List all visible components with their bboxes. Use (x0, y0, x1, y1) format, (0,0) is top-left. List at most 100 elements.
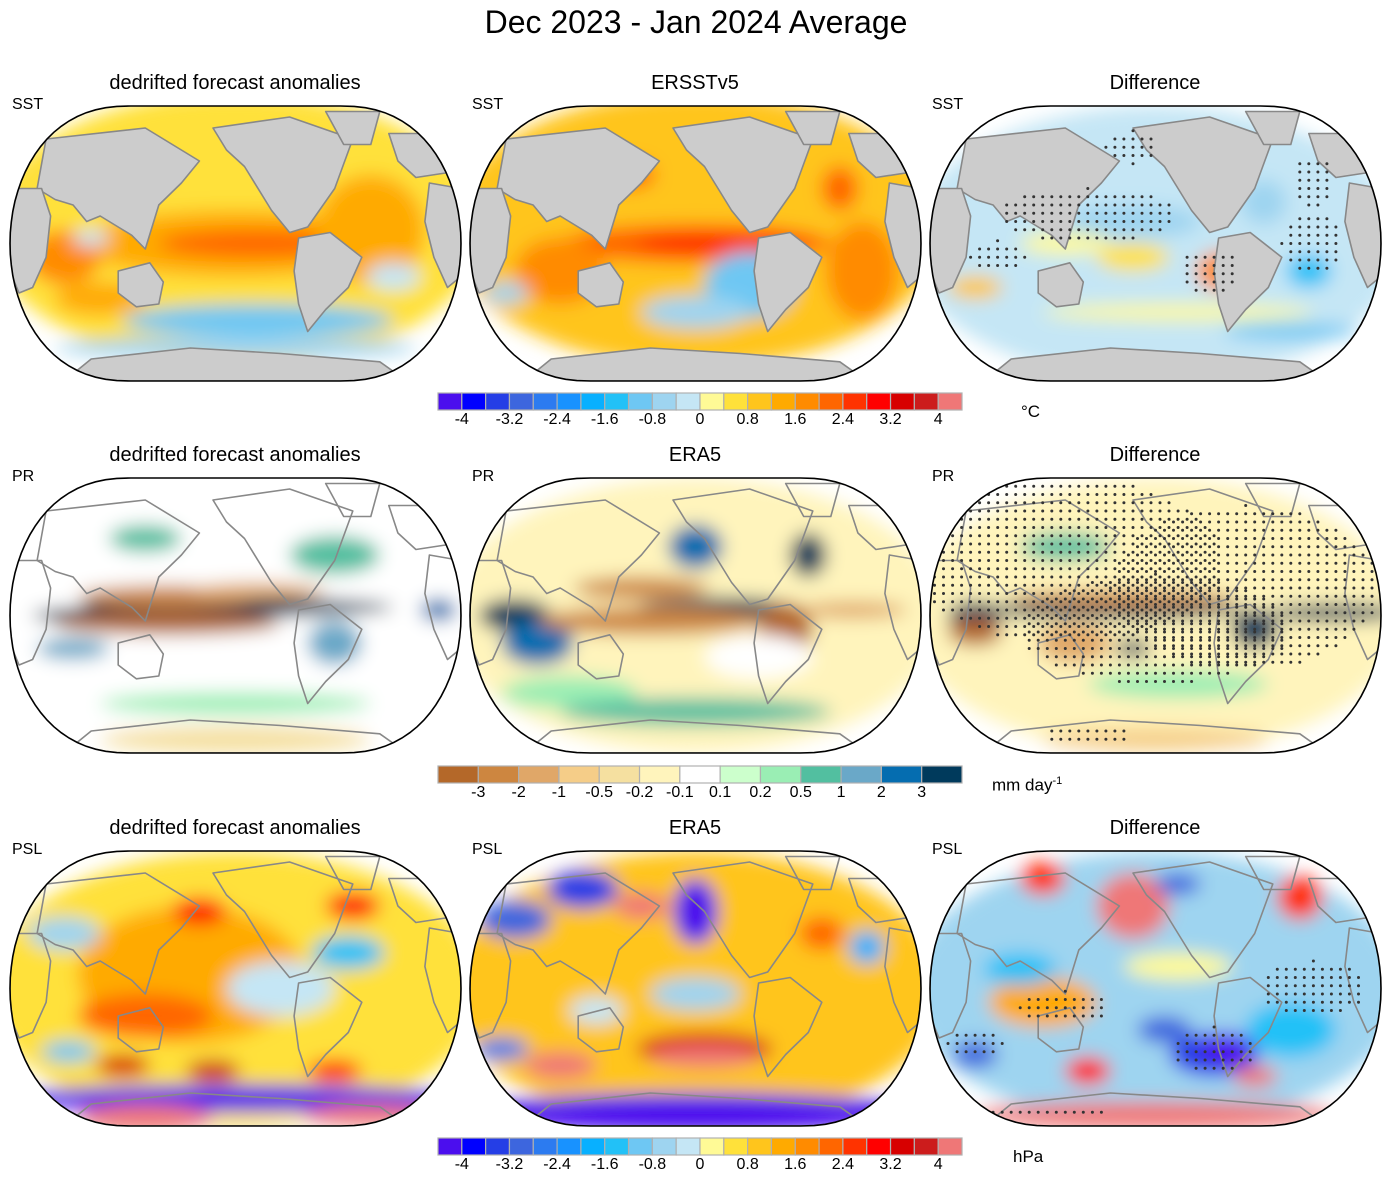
stipple-dot (1208, 603, 1212, 606)
stipple-dot (1253, 627, 1257, 631)
stipple-dot (1266, 976, 1270, 979)
stipple-dot (1208, 581, 1212, 584)
stipple-dot (1203, 280, 1207, 284)
stipple-dot (1045, 638, 1049, 642)
stipple-dot (1194, 1033, 1198, 1037)
stipple-dot (1298, 528, 1302, 532)
stipple-dot (1077, 608, 1081, 612)
anomaly-region (984, 952, 1057, 986)
stipple-dot (1005, 220, 1009, 223)
stipple-dot (1325, 537, 1329, 540)
stipple-dot (1190, 578, 1194, 582)
stipple-dot (1005, 583, 1009, 587)
stipple-dot (1235, 597, 1239, 601)
stipple-dot (1253, 594, 1257, 598)
stipple-dot (1113, 608, 1117, 612)
stipple-dot (1298, 561, 1302, 565)
stipple-dot (1208, 644, 1212, 648)
stipple-dot (1167, 616, 1171, 620)
stipple-dot (1032, 616, 1036, 620)
stipple-dot (1190, 663, 1194, 667)
stipple-dot (1190, 512, 1194, 516)
stipple-dot (1063, 655, 1067, 659)
stipple-dot (1244, 603, 1248, 606)
stipple-dot (1226, 644, 1230, 648)
stipple-dot (1104, 534, 1108, 538)
continent-outline (293, 603, 363, 705)
stipple-dot (1176, 526, 1180, 529)
stipple-dot (1253, 597, 1257, 601)
stipple-dot (1131, 600, 1135, 604)
stipple-dot (1280, 622, 1284, 626)
stipple-dot (1086, 550, 1090, 554)
anomaly-region (420, 599, 457, 621)
stipple-dot (1041, 534, 1045, 538)
stipple-dot (1032, 542, 1036, 546)
stipple-dot (1095, 203, 1099, 207)
stipple-dot (1059, 195, 1063, 199)
stipple-dot (1316, 561, 1320, 565)
colorbar-tick-label: -4 (454, 1156, 469, 1173)
stipple-dot (1194, 1058, 1198, 1062)
stipple-dot (1316, 603, 1320, 606)
stipple-dot (1208, 545, 1212, 549)
map-border (469, 477, 922, 754)
anomaly-region (1087, 670, 1269, 698)
stipple-dot (1325, 644, 1329, 648)
stipple-dot (1081, 1110, 1085, 1114)
stipple-dot (1158, 550, 1162, 554)
stipple-dot (1181, 611, 1185, 615)
stipple-dot (1230, 1033, 1234, 1037)
stipple-dot (1095, 633, 1099, 637)
stipple-dot (1357, 976, 1360, 979)
stipple-dot (1099, 581, 1103, 584)
stipple-dot (1280, 611, 1284, 615)
stipple-dot (1158, 592, 1162, 595)
stipple-dot (1338, 1009, 1342, 1012)
stipple-dot (1113, 625, 1117, 628)
colorbar-tick-label: -0.2 (625, 784, 654, 801)
stipple-dot (1122, 600, 1126, 604)
stipple-dot (1113, 137, 1117, 141)
stipple-dot (1041, 542, 1045, 546)
stipple-dot (1352, 594, 1356, 598)
stipple-dot (1226, 671, 1230, 675)
stipple-dot (1190, 594, 1194, 598)
stipple-dot (1253, 663, 1257, 667)
stipple-dot (1095, 542, 1099, 546)
stipple-dot (1203, 1042, 1207, 1045)
stipple-dot (1045, 998, 1049, 1001)
stipple-dot (1221, 272, 1225, 276)
continent-outline (983, 347, 1328, 381)
stipple-dot (1347, 984, 1351, 988)
stipple-dot (1126, 619, 1130, 623)
stipple-dot (951, 592, 955, 595)
anomaly-region (289, 535, 380, 575)
stipple-dot (1181, 561, 1185, 565)
stipple-dot (1059, 625, 1063, 628)
stipple-dot (1154, 619, 1157, 623)
stipple-dot (1307, 537, 1311, 540)
stipple-dot (1077, 517, 1081, 521)
stipple-dot (1203, 1050, 1207, 1054)
stipple-dot (1190, 660, 1194, 664)
stipple-dot (1172, 619, 1175, 623)
stipple-dot (1104, 203, 1108, 207)
stipple-dot (1176, 592, 1180, 595)
stipple-dot (1307, 242, 1311, 245)
anomaly-region (1137, 1016, 1192, 1044)
stipple-dot (1248, 1042, 1252, 1045)
stipple-dot (1041, 195, 1045, 199)
stipple-dot (1172, 528, 1175, 532)
stipple-dot (1217, 528, 1221, 532)
stipple-dot (1104, 145, 1108, 149)
stipple-dot (1298, 586, 1302, 590)
stipple-dot (1235, 586, 1239, 590)
stipple-dot (951, 550, 955, 554)
stipple-dot (1145, 636, 1148, 639)
stipple-dot (951, 600, 955, 604)
continent-outline (293, 976, 363, 1078)
stipple-dot (1095, 493, 1099, 496)
stipple-dot (1271, 537, 1275, 540)
stipple-dot (1181, 603, 1185, 606)
